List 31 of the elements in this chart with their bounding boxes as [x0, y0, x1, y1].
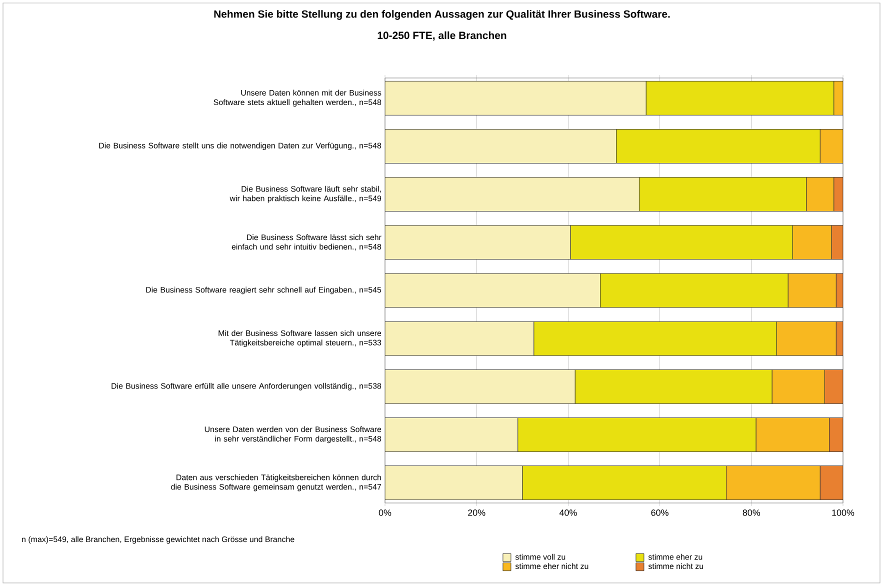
bar: [820, 129, 844, 164]
bar: [834, 80, 844, 116]
bar: [385, 225, 571, 260]
bar: [756, 417, 830, 452]
bar: [806, 177, 834, 212]
bar: [385, 80, 646, 116]
bar: [385, 129, 617, 164]
bar: [772, 369, 825, 404]
chart-title: Nehmen Sie bitte Stellung zu den folgenden Aussagen zur Qualität Ihrer Business Software.: [214, 10, 670, 20]
x-tick-label: 100%: [832, 510, 854, 516]
x-tick-label: 0%: [378, 510, 392, 516]
bar: [385, 321, 534, 356]
bar: [834, 177, 844, 212]
chart-subtitle: 10-250 FTE, alle Branchen: [378, 31, 506, 41]
bar: [385, 273, 601, 308]
bar: [824, 369, 844, 404]
x-tick-label: 80%: [742, 510, 760, 516]
bar: [385, 369, 576, 404]
bar: [820, 466, 844, 500]
bar: [792, 225, 832, 260]
x-tick-label: 40%: [559, 510, 577, 516]
bar: [726, 466, 820, 500]
bar: [788, 273, 836, 308]
bar: [385, 466, 523, 500]
bar: [385, 417, 518, 452]
bar: [831, 225, 844, 260]
x-tick-label: 20%: [468, 510, 486, 516]
x-tick-label: 60%: [651, 510, 668, 516]
bar: [829, 417, 844, 452]
bar: [776, 321, 836, 356]
bar: [385, 177, 640, 212]
